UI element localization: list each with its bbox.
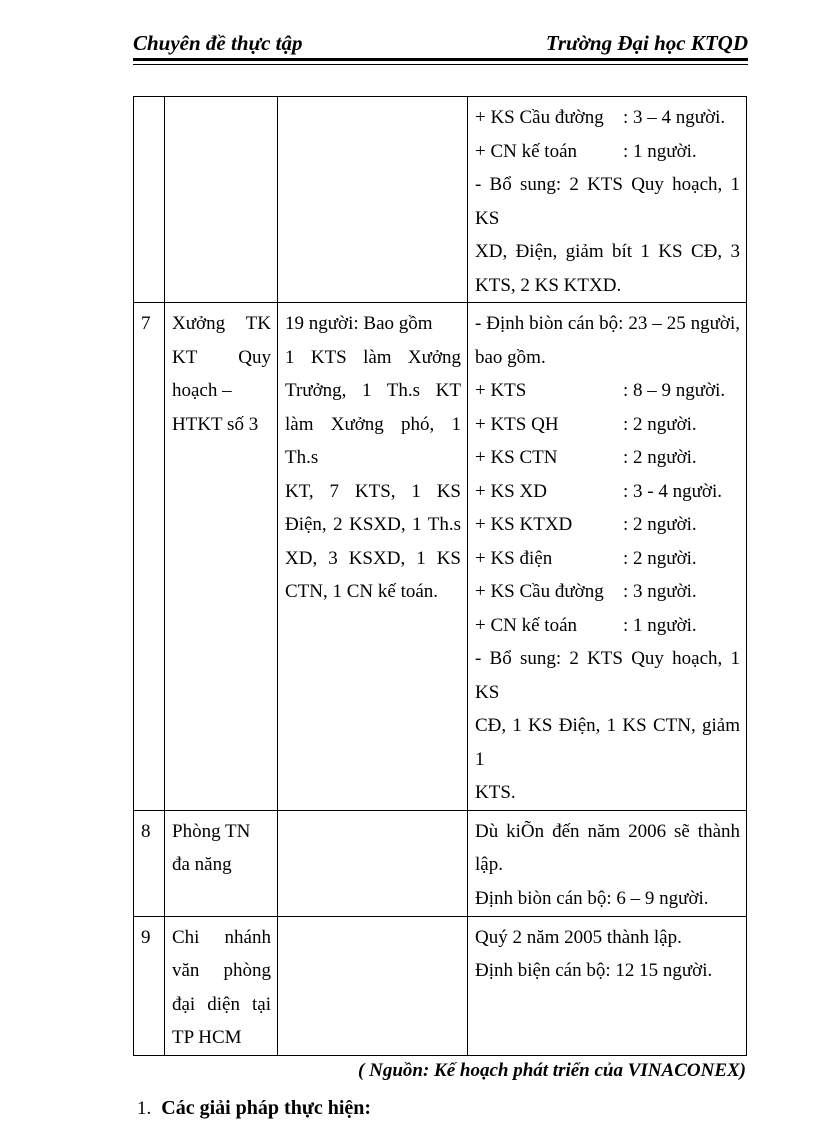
detail-pair-line: + KTS QH : 2 người. bbox=[475, 408, 740, 442]
text-line: CTN, 1 CN kế toán. bbox=[285, 581, 439, 602]
pair-value: : 2 người. bbox=[623, 413, 697, 435]
row-number-cell: 7 bbox=[133, 302, 165, 811]
pair-label: + KS KTXD bbox=[475, 514, 573, 535]
text-line: Định biòn cán bộ: 6 – 9 người. bbox=[475, 887, 709, 909]
staffing-cell bbox=[277, 96, 468, 303]
text-line: - Bổ sung: 2 KTS Quy hoạch, 1 KS bbox=[475, 174, 740, 229]
pair-value: : 8 – 9 người. bbox=[623, 380, 726, 401]
list-item-text: Các giải pháp thực hiện: bbox=[161, 1096, 372, 1119]
pair-label: + KS CTN bbox=[475, 447, 558, 468]
unit-name-cell: Phòng TN đa năng bbox=[164, 809, 278, 917]
org-structure-table: + KS Cầu đường : 3 – 4 người. + CN kế toán… bbox=[133, 96, 747, 1056]
plan-cell: - Định biòn cán bộ: 23 – 25 người, bao gồ… bbox=[467, 302, 747, 811]
pair-label: + KS Cầu đường bbox=[475, 581, 604, 602]
unit-name-cell: Chi nhánh văn phòng đại diện tại TP HCM bbox=[164, 915, 278, 1056]
unit-name-cell: Xưởng TK KT Quy hoạch – HTKT số 3 bbox=[164, 302, 278, 811]
text-line: Dù kiÕn đến năm 2006 sẽ thành bbox=[475, 820, 740, 842]
text-line: CĐ, 1 KS Điện, 1 KS CTN, giảm 1 bbox=[475, 715, 740, 770]
text-line: đa năng bbox=[172, 854, 232, 875]
header-right-title: Trường Đại học KTQD bbox=[545, 31, 748, 55]
pair-value: : 2 người. bbox=[623, 447, 697, 468]
text-line: HTKT số 3 bbox=[172, 413, 259, 435]
staffing-cell bbox=[277, 915, 468, 1056]
text-line: KT Quy bbox=[172, 346, 271, 368]
pair-label: + KS điện bbox=[475, 547, 553, 569]
text-line: - Bổ sung: 2 KTS Quy hoạch, 1 KS bbox=[475, 648, 740, 703]
text-line: văn phòng bbox=[172, 960, 271, 981]
text-line: KTS. bbox=[475, 782, 516, 803]
text-line: Định biện cán bộ: 12 15 người. bbox=[475, 960, 713, 981]
table-row: 8 Phòng TN đa năng Dù kiÕn đến năm 2006 sẽ … bbox=[133, 809, 747, 917]
detail-pair-line: + KTS : 8 – 9 người. bbox=[475, 374, 740, 408]
plan-cell: + KS Cầu đường : 3 – 4 người. + CN kế toán… bbox=[467, 96, 747, 303]
source-note: ( Nguồn: Kế hoạch phát triển của VINACON… bbox=[358, 1059, 746, 1081]
text-line: bao gồm. bbox=[475, 346, 546, 368]
text-line: KT, 7 KTS, 1 KS bbox=[285, 480, 461, 502]
text-line: TP HCM bbox=[172, 1027, 242, 1048]
text-line: XD, Điện, giảm bít 1 KS CĐ, 3 bbox=[475, 241, 740, 262]
detail-pair-line: + KS Cầu đường : 3 người. bbox=[475, 575, 740, 609]
detail-pair-line: + KS XD : 3 - 4 người. bbox=[475, 475, 740, 509]
detail-pair-line: + KS điện : 2 người. bbox=[475, 542, 740, 576]
plan-cell: Dù kiÕn đến năm 2006 sẽ thành lập. Định bi… bbox=[467, 809, 747, 917]
pair-label: + KTS bbox=[475, 380, 527, 401]
pair-value: : 1 người. bbox=[623, 614, 697, 636]
list-item-number: 1. bbox=[137, 1097, 152, 1119]
text-line: Trưởng, 1 Th.s KT bbox=[285, 380, 461, 401]
pair-label: + KS Cầu đường bbox=[475, 107, 604, 128]
page-header: Chuyên đề thực tập Trường Đại học KTQD bbox=[133, 30, 748, 56]
detail-pair-line: + KS CTN : 2 người. bbox=[475, 441, 740, 475]
row-number-cell: 9 bbox=[133, 915, 165, 1056]
org-table-body: + KS Cầu đường : 3 – 4 người. + CN kế toán… bbox=[133, 96, 747, 1056]
pair-label: + CN kế toán bbox=[475, 140, 578, 162]
text-line: Điện, 2 KSXD, 1 Th.s bbox=[285, 514, 461, 535]
pair-label: + CN kế toán bbox=[475, 614, 578, 636]
pair-value: : 3 - 4 người. bbox=[623, 480, 722, 502]
table-row: 7 Xưởng TK KT Quy hoạch – HTKT số 3 19 người:… bbox=[133, 302, 747, 811]
table-row: + KS Cầu đường : 3 – 4 người. + CN kế toán… bbox=[133, 96, 747, 303]
detail-pair-line: + CN kế toán : 1 người. bbox=[475, 135, 740, 169]
header-left-title: Chuyên đề thực tập bbox=[133, 31, 303, 55]
text-line: hoạch – bbox=[172, 380, 232, 401]
pair-value: : 2 người. bbox=[623, 547, 697, 569]
row-number-cell bbox=[133, 96, 165, 303]
pair-value: : 2 người. bbox=[623, 514, 697, 535]
text-line: - Định biòn cán bộ: 23 – 25 người, bbox=[475, 313, 740, 334]
unit-name-cell bbox=[164, 96, 278, 303]
text-line: KTS, 2 KS KTXD. bbox=[475, 274, 622, 296]
text-line: lập. bbox=[475, 854, 503, 875]
text-line: 1 KTS làm Xưởng bbox=[285, 346, 461, 368]
staffing-cell: 19 người: Bao gồm 1 KTS làm Xưởng Trưởng, … bbox=[277, 302, 468, 811]
text-line: Phòng TN bbox=[172, 820, 251, 842]
list-item: 1. Các giải pháp thực hiện: bbox=[133, 1094, 748, 1123]
pair-value: : 3 người. bbox=[623, 581, 697, 602]
row-number-cell: 8 bbox=[133, 809, 165, 917]
header-rule bbox=[133, 58, 748, 65]
detail-pair-line: + KS KTXD : 2 người. bbox=[475, 508, 740, 542]
pair-value: : 3 – 4 người. bbox=[623, 107, 726, 128]
text-line: làm Xưởng phó, 1 Th.s bbox=[285, 413, 461, 469]
staffing-cell bbox=[277, 809, 468, 917]
detail-pair-line: + CN kế toán : 1 người. bbox=[475, 609, 740, 643]
pair-value: : 1 người. bbox=[623, 140, 697, 162]
text-line: 19 người: Bao gồm bbox=[285, 313, 433, 334]
text-line: Chi nhánh bbox=[172, 926, 271, 948]
pair-label: + KS XD bbox=[475, 480, 547, 502]
plan-cell: Quý 2 năm 2005 thành lập. Định biện cán b… bbox=[467, 915, 747, 1056]
text-line: XD, 3 KSXD, 1 KS bbox=[285, 547, 461, 569]
pair-label: + KTS QH bbox=[475, 413, 559, 435]
text-line: Xưởng TK bbox=[172, 313, 271, 334]
detail-pair-line: + KS Cầu đường : 3 – 4 người. bbox=[475, 101, 740, 135]
table-row: 9 Chi nhánh văn phòng đại diện tại TP HCM Quý… bbox=[133, 915, 747, 1056]
text-line: đại diện tại bbox=[172, 993, 271, 1015]
text-line: Quý 2 năm 2005 thành lập. bbox=[475, 926, 682, 948]
